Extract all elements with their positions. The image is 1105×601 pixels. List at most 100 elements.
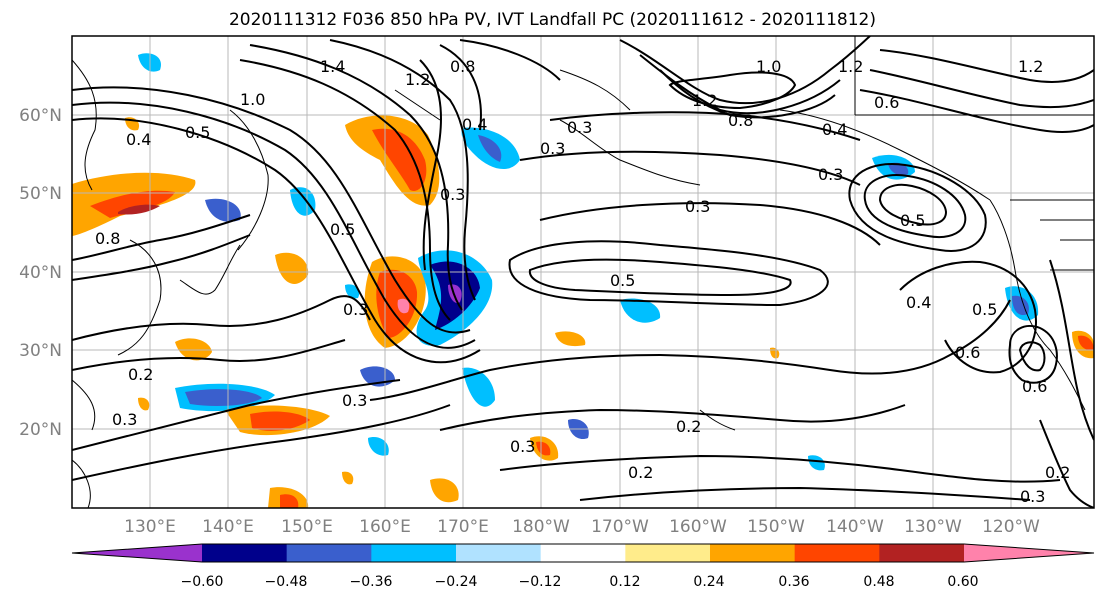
longitude-label: 180°W (512, 517, 570, 537)
contour-label: 0.5 (900, 211, 925, 230)
contour-label: 0.3 (540, 139, 565, 158)
pink-anomaly (397, 298, 410, 314)
map-title: 2020111312 F036 850 hPa PV, IVT Landfall… (228, 10, 876, 30)
colorbar-tick-label: 0.36 (778, 574, 809, 590)
colorbar-segment (286, 544, 372, 562)
coastlines (72, 36, 1094, 508)
latitude-label: 30°N (19, 341, 62, 361)
contour-label: 0.2 (628, 463, 653, 482)
contour-label: 0.3 (510, 437, 535, 456)
longitude-label: 150°E (281, 517, 333, 537)
contour-label: 0.3 (685, 197, 710, 216)
contour-label: 0.2 (676, 417, 701, 436)
contour-label: 0.2 (1045, 463, 1070, 482)
contour-label: 0.5 (972, 300, 997, 319)
orange-anomaly (175, 338, 212, 361)
contour-label: 0.4 (822, 120, 847, 139)
latitude-label: 60°N (19, 106, 62, 126)
blue-anomaly (345, 284, 360, 299)
colorbar-segment (202, 544, 288, 562)
contour-label: 0.3 (440, 185, 465, 204)
colorbar-segment (625, 544, 711, 562)
longitude-axis: 130°E 140°E 150°E 160°E 170°E 180°W 170°… (124, 517, 1040, 537)
contour-label: 0.3 (342, 391, 367, 410)
contour-label: 0.4 (906, 293, 931, 312)
navy-anomaly (478, 135, 502, 162)
longitude-label: 140°E (202, 517, 254, 537)
longitude-label: 170°E (437, 517, 489, 537)
contour-label: 0.5 (185, 123, 210, 142)
map-plot-area: 1.4 1.2 0.8 1.0 1.2 1.2 0.8 0.6 1.2 1.0 … (72, 36, 1094, 508)
contour-label: 1.0 (240, 90, 265, 109)
contour-label: 1.2 (692, 91, 717, 110)
blue-anomaly (462, 367, 495, 407)
shaded-anomalies (72, 53, 1094, 508)
colorbar (71, 543, 1095, 563)
red-anomaly (250, 411, 310, 431)
contour-label: 0.3 (343, 300, 368, 319)
orange-anomaly (342, 471, 354, 485)
orange-anomaly (430, 478, 459, 503)
contour-label: 0.4 (462, 115, 487, 134)
latitude-axis: 60°N 50°N 40°N 30°N 20°N (19, 106, 62, 440)
navy-anomaly (185, 389, 262, 406)
contour-label: 1.4 (320, 57, 345, 76)
colorbar-extension-high (964, 544, 1094, 562)
longitude-label: 160°W (669, 517, 727, 537)
longitude-label: 170°W (591, 517, 649, 537)
blue-anomaly (138, 53, 161, 72)
contour-label: 1.2 (405, 70, 430, 89)
colorbar-segment (540, 544, 626, 562)
navy-anomaly (1012, 295, 1029, 316)
orange-anomaly (555, 331, 586, 347)
red-anomaly (1078, 335, 1094, 351)
contour-label: 1.0 (756, 57, 781, 76)
contour-label: 0.8 (450, 57, 475, 76)
contour-label: 1.2 (1018, 57, 1043, 76)
longitude-label: 130°E (124, 517, 176, 537)
contour-label: 0.8 (95, 229, 120, 248)
red-anomaly (536, 441, 551, 456)
contour-label: 0.6 (874, 93, 899, 112)
colorbar-segment (879, 544, 965, 562)
contour-label: 0.5 (610, 271, 635, 290)
colorbar-tick-label: 0.48 (863, 574, 894, 590)
contour-lines (72, 36, 1094, 508)
colorbar-segment (371, 544, 457, 562)
colorbar-tick-label: −0.12 (519, 574, 562, 590)
colorbar-tick-label: −0.60 (181, 574, 224, 590)
contour-label: 0.2 (128, 365, 153, 384)
red-anomaly (90, 190, 175, 218)
contour-label: 0.5 (330, 220, 355, 239)
contour-label: 0.8 (728, 111, 753, 130)
longitude-label: 160°E (359, 517, 411, 537)
contour-label: 1.2 (838, 57, 863, 76)
red-anomaly (372, 128, 427, 191)
colorbar-tick-label: 0.12 (609, 574, 640, 590)
map-frame (71, 35, 1095, 509)
colorbar-segment (456, 544, 542, 562)
latitude-label: 50°N (19, 184, 62, 204)
longitude-label: 130°W (904, 517, 962, 537)
contour-label: 0.3 (818, 165, 843, 184)
contour-label: 0.4 (126, 130, 151, 149)
contour-label-group: 1.4 1.2 0.8 1.0 1.2 1.2 0.8 0.6 1.2 1.0 … (95, 57, 1070, 506)
latitude-label: 20°N (19, 420, 62, 440)
latitude-label: 40°N (19, 263, 62, 283)
navy-anomaly (888, 162, 909, 176)
colorbar-outline (71, 543, 1095, 563)
orange-anomaly (275, 252, 309, 284)
navy-anomaly (205, 198, 241, 222)
orange-anomaly (138, 397, 150, 411)
colorbar-ticks: −0.60 −0.48 −0.36 −0.24 −0.12 0.12 0.24 … (181, 574, 979, 590)
longitude-label: 140°W (826, 517, 884, 537)
colorbar-segment (794, 544, 880, 562)
red-anomaly (280, 494, 299, 508)
colorbar-tick-label: −0.48 (265, 574, 308, 590)
colorbar-tick-label: −0.36 (350, 574, 393, 590)
contour-label: 0.3 (567, 118, 592, 137)
contour-label: 0.3 (112, 410, 137, 429)
blue-anomaly (808, 455, 825, 471)
colorbar-tick-label: 0.24 (693, 574, 724, 590)
